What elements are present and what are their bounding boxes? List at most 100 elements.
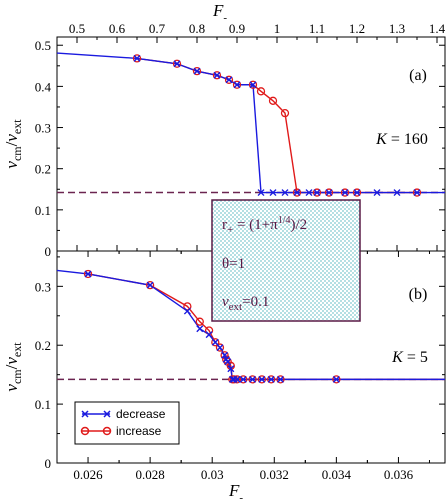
point-increase-a — [192, 67, 202, 76]
panel-a-k-label: K = 160 — [375, 131, 428, 148]
point-increase-b — [276, 375, 285, 384]
point-increase-b — [211, 338, 220, 347]
xtick-label-b: 0.032 — [260, 467, 289, 482]
point-decrease-a — [341, 189, 349, 197]
point-decrease-a — [281, 189, 289, 197]
point-decrease-a — [249, 81, 257, 89]
point-decrease-a — [257, 189, 265, 197]
point-increase-a — [412, 188, 422, 197]
bottom-xlabel: F- — [228, 481, 243, 502]
point-decrease-b — [196, 325, 204, 333]
point-increase-a — [232, 80, 242, 89]
svg-text:vcm/vext: vcm/vext — [2, 119, 24, 169]
point-decrease-a — [353, 189, 361, 197]
panel-b: 0.026 0.028 0.03 0.032 0.034 0.036 0 0.1 0.2 0.3 — [35, 251, 445, 482]
point-decrease-a — [393, 189, 401, 197]
point-increase-a — [268, 96, 278, 105]
xtick-label-b: 0.028 — [135, 467, 164, 482]
xtick-label-a: 1.1 — [309, 21, 325, 36]
point-increase-b — [195, 317, 204, 326]
point-increase-b — [145, 281, 155, 290]
panel-b-k-label: K = 5 — [391, 349, 428, 366]
point-increase-b — [248, 375, 257, 384]
xtick-label-b: 0.03 — [201, 467, 224, 482]
point-increase-a — [172, 59, 182, 68]
point-increase-b — [215, 343, 225, 352]
panel-a-letter: (a) — [409, 67, 427, 84]
point-increase-a — [312, 188, 322, 197]
ytick-label-a: 0 — [45, 244, 52, 259]
point-increase-b — [183, 302, 192, 311]
point-decrease-b — [227, 365, 235, 373]
point-decrease-b — [205, 331, 213, 339]
point-decrease-a — [269, 189, 277, 197]
point-decrease-b — [332, 375, 340, 383]
xtick-label-a: 1.2 — [349, 21, 365, 36]
point-decrease-a — [213, 71, 221, 79]
point-decrease-b — [224, 358, 232, 366]
point-decrease-b — [249, 375, 257, 383]
point-decrease-a — [293, 189, 301, 197]
point-increase-a — [212, 71, 222, 80]
point-increase-a — [352, 188, 362, 197]
xtick-label-a: 1 — [274, 21, 281, 36]
panel-a: 0.5 0.6 0.7 0.8 0.9 1 1.1 1.2 1.3 1.4 0.1 0.2 0.3 0.4… — [35, 21, 446, 259]
point-increase-a — [224, 75, 234, 84]
xtick-label-a: 0.5 — [69, 21, 85, 36]
point-decrease-a — [173, 60, 181, 68]
point-decrease-b — [183, 307, 191, 315]
ytick-label-a: 0.1 — [35, 203, 51, 218]
point-decrease-b — [233, 375, 241, 383]
point-decrease-b — [221, 351, 229, 359]
point-decrease-a — [413, 189, 421, 197]
point-decrease-b — [216, 344, 224, 352]
param-r-plus: r+ = (1+π1/4)/2 — [222, 215, 307, 236]
point-increase-b — [83, 269, 93, 279]
series-line-increase-a — [136, 57, 417, 194]
point-increase-b — [332, 375, 341, 384]
ytick-label-b: 0.1 — [35, 397, 51, 412]
point-decrease-b — [276, 375, 284, 383]
ytick-label-a: 0.3 — [35, 121, 51, 136]
ylabel-bottom: vcm/vext — [2, 342, 24, 392]
ytick-label-b: 0 — [45, 456, 52, 471]
xtick-label-a: 0.6 — [109, 21, 126, 36]
legend-decrease-marker — [81, 410, 111, 418]
point-increase-a — [256, 87, 266, 96]
point-increase-b — [267, 375, 276, 384]
legend-increase-marker — [80, 426, 90, 436]
point-decrease-a — [233, 81, 241, 89]
svg-text:vcm/vext: vcm/vext — [2, 342, 24, 392]
point-decrease-a — [313, 189, 321, 197]
xtick-label-b: 0.034 — [322, 467, 352, 482]
xtick-label-a: 0.9 — [229, 21, 245, 36]
point-increase-a — [324, 188, 334, 197]
point-decrease-a — [193, 67, 201, 75]
legend: decrease increase — [74, 401, 180, 445]
xtick-label-a: 0.8 — [189, 21, 205, 36]
xtick-label-b: 0.026 — [73, 467, 103, 482]
point-decrease-a — [373, 189, 381, 197]
param-theta: θ=1 — [222, 256, 245, 272]
point-decrease-a — [305, 189, 313, 197]
point-increase-a — [340, 188, 350, 197]
point-decrease-b — [84, 270, 92, 278]
xtick-label-a: 0.7 — [149, 21, 166, 36]
ytick-label-a: 0.5 — [35, 38, 51, 53]
point-decrease-b — [267, 375, 275, 383]
point-increase-a — [132, 54, 142, 63]
point-decrease-b — [146, 281, 154, 289]
xtick-label-b: 0.036 — [384, 467, 414, 482]
panel-b-letter: (b) — [409, 286, 428, 303]
param-v-ext: vext=0.1 — [222, 294, 269, 313]
parameter-box: r+ = (1+π1/4)/2 θ=1 vext=0.1 — [211, 199, 361, 322]
legend-increase-label: increase — [116, 424, 162, 438]
ytick-label-a: 0.2 — [35, 162, 51, 177]
point-increase-b — [239, 375, 248, 384]
point-increase-a — [292, 188, 302, 197]
ytick-label-b: 0.2 — [35, 338, 51, 353]
ytick-label-a: 0.4 — [35, 79, 52, 94]
point-decrease-b — [239, 375, 247, 383]
point-decrease-a — [225, 76, 233, 84]
